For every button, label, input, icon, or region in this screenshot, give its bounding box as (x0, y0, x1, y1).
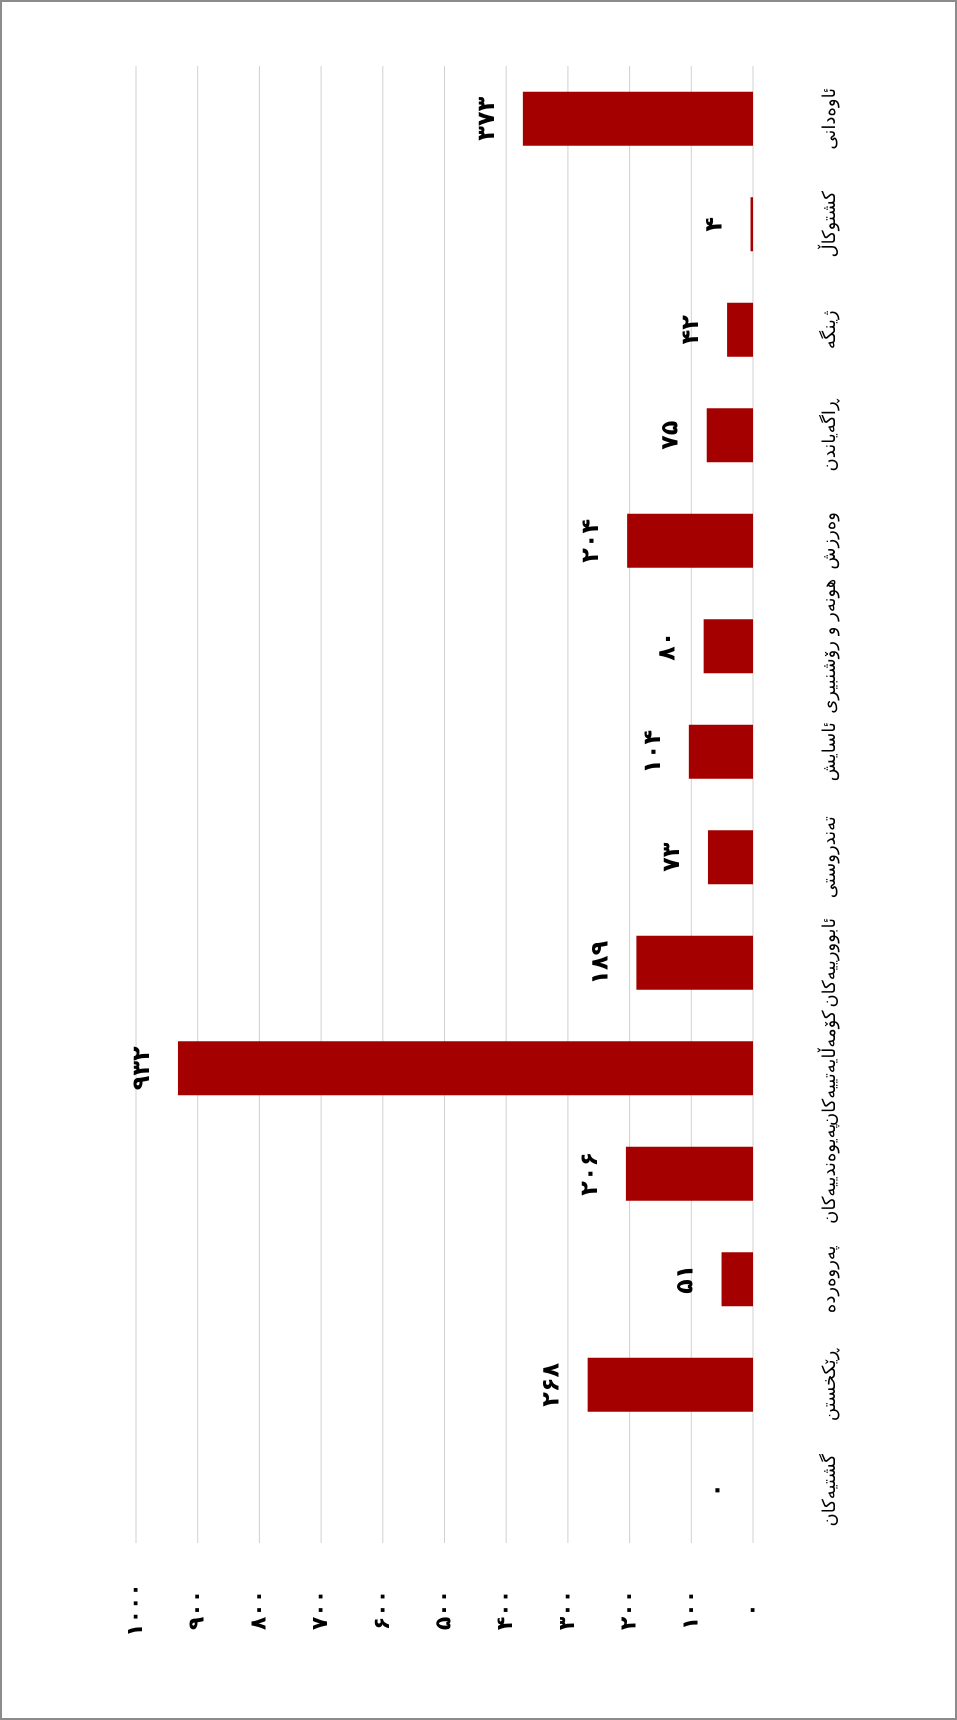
value-label: ۱۸۹ (585, 940, 613, 984)
bar (688, 724, 753, 779)
bar (522, 91, 753, 146)
x-tick-label: گشتیەکان (818, 1454, 840, 1527)
y-tick-label: ۴۰۰ (493, 1590, 518, 1630)
x-tick-label: ئابوورییەکان (819, 918, 840, 1008)
bar (721, 1252, 753, 1307)
bar (636, 935, 753, 990)
bar (703, 619, 753, 674)
value-label: ۲۰۴ (576, 519, 604, 563)
value-label: ۷۵ (656, 421, 684, 450)
y-tick-label: ۳۰۰ (555, 1590, 580, 1630)
value-label: ۵۱ (671, 1265, 699, 1294)
y-tick-label: ۱۰۰۰ (123, 1583, 148, 1637)
value-label: ۷۳ (657, 842, 685, 872)
x-tick-label: هونەر و رۆشنبیری (819, 579, 840, 714)
bar (727, 302, 753, 357)
value-label: ۰ (702, 1483, 730, 1498)
x-tick-label: پەیوەندییەکان (819, 1124, 840, 1224)
y-tick-label: ۷۰۰ (308, 1590, 333, 1630)
x-tick-label: وەرزش (819, 512, 840, 569)
x-tick-label: کشتوکاڵ (817, 191, 840, 258)
x-tick-label: پەروەردە (819, 1245, 840, 1313)
y-tick-label: ۰ (740, 1603, 765, 1616)
value-label: ۳۷۳ (472, 96, 500, 140)
value-label: ۲۶۸ (537, 1362, 565, 1406)
value-label: ۹۳۲ (127, 1046, 155, 1090)
x-tick-label: ڕێکخستن (819, 1347, 840, 1421)
value-label: ۴۲ (676, 315, 704, 345)
y-tick-label: ۶۰۰ (370, 1590, 395, 1630)
y-tick-label: ۸۰۰ (246, 1590, 271, 1630)
value-label: ۱۰۴ (638, 730, 666, 774)
x-tick-label: کۆمەڵایەتییەکان (817, 1010, 840, 1126)
bar (177, 1041, 753, 1096)
x-tick-label: ئاسایش (819, 722, 840, 781)
value-label: ۲۰۶ (575, 1152, 603, 1196)
y-tick-label: ۱۰۰ (678, 1590, 703, 1630)
x-tick-label: ئاوەدانی (819, 88, 840, 150)
bar (707, 830, 753, 885)
x-tick-label: تەندروستی (819, 816, 840, 898)
bar (627, 513, 753, 568)
bar (587, 1357, 753, 1412)
y-tick-label: ۹۰۰ (185, 1590, 210, 1630)
x-tick-label: ژینگە (818, 310, 840, 349)
x-tick-label: ڕاگەیاندن (818, 398, 840, 471)
y-tick-label: ۲۰۰ (617, 1590, 642, 1630)
bar (706, 408, 753, 463)
bar (750, 197, 753, 252)
y-tick-label: ۵۰۰ (432, 1590, 457, 1630)
value-label: ۴ (700, 217, 728, 232)
bar (625, 1146, 753, 1201)
value-label: ۸۰ (653, 632, 681, 661)
